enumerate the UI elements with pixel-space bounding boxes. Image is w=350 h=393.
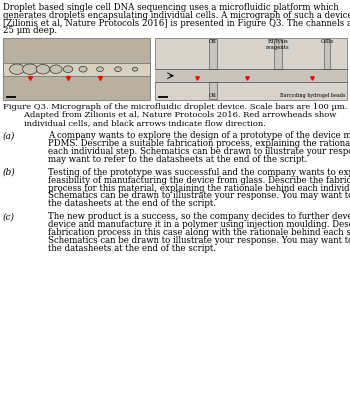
Ellipse shape bbox=[63, 66, 73, 73]
Text: each individual step. Schematics can be drawn to illustrate your response. You: each individual step. Schematics can be … bbox=[48, 147, 350, 156]
Bar bbox=[274, 39, 282, 69]
Ellipse shape bbox=[50, 65, 62, 73]
Bar bbox=[155, 69, 347, 82]
Bar bbox=[209, 82, 217, 99]
Text: the datasheets at the end of the script.: the datasheets at the end of the script. bbox=[48, 199, 216, 208]
Ellipse shape bbox=[132, 67, 138, 71]
Text: RT/lysis
reagents: RT/lysis reagents bbox=[266, 39, 290, 50]
Text: Barcoding hydrogel beads: Barcoding hydrogel beads bbox=[280, 93, 345, 98]
Ellipse shape bbox=[115, 67, 121, 72]
Text: fabrication process in this case along with the rationale behind each step.: fabrication process in this case along w… bbox=[48, 228, 350, 237]
Text: (a): (a) bbox=[3, 131, 15, 140]
Text: 25 μm deep.: 25 μm deep. bbox=[3, 26, 57, 35]
Text: generates droplets encapsulating individual cells. A micrograph of such a device: generates droplets encapsulating individ… bbox=[3, 11, 350, 20]
Text: Schematics can be drawn to illustrate your response. You may want to refer to: Schematics can be drawn to illustrate yo… bbox=[48, 236, 350, 245]
Bar bbox=[3, 63, 150, 76]
Text: device and manufacture it in a polymer using injection moulding. Describe the: device and manufacture it in a polymer u… bbox=[48, 220, 350, 229]
Bar bbox=[209, 39, 217, 69]
Text: Oil: Oil bbox=[209, 93, 217, 98]
Text: the datasheets at the end of the script.: the datasheets at the end of the script. bbox=[48, 244, 216, 253]
Text: [Zilionis et al, Nature Protocols 2016] is presented in Figure Q3. The channels : [Zilionis et al, Nature Protocols 2016] … bbox=[3, 18, 350, 28]
Ellipse shape bbox=[9, 64, 25, 74]
Text: Schematics can be drawn to illustrate your response. You may want to refer to: Schematics can be drawn to illustrate yo… bbox=[48, 191, 350, 200]
Bar bbox=[324, 39, 330, 69]
Text: (c): (c) bbox=[3, 212, 15, 221]
Text: individual cells, and black arrows indicate flow direction.: individual cells, and black arrows indic… bbox=[3, 119, 266, 127]
Text: Oil: Oil bbox=[209, 39, 217, 44]
Text: Cells: Cells bbox=[320, 39, 334, 44]
Text: may want to refer to the datasheets at the end of the script.: may want to refer to the datasheets at t… bbox=[48, 155, 308, 163]
Text: Adapted from Zilionis et al, Nature Protocols 2016. Red arrowheads show: Adapted from Zilionis et al, Nature Prot… bbox=[3, 111, 336, 119]
Ellipse shape bbox=[36, 64, 50, 74]
Text: Droplet based single cell DNA sequencing uses a microfluidic platform which: Droplet based single cell DNA sequencing… bbox=[3, 3, 339, 12]
Bar bbox=[155, 38, 347, 100]
Text: Testing of the prototype was successful and the company wants to explore the: Testing of the prototype was successful … bbox=[48, 168, 350, 177]
Ellipse shape bbox=[22, 64, 37, 74]
Text: feasibility of manufacturing the device from glass. Describe the fabrication: feasibility of manufacturing the device … bbox=[48, 176, 350, 185]
Text: Figure Q3. Micrograph of the microfluidic droplet device. Scale bars are 100 µm.: Figure Q3. Micrograph of the microfluidi… bbox=[3, 103, 347, 111]
Text: PDMS. Describe a suitable fabrication process, explaining the rationale behind: PDMS. Describe a suitable fabrication pr… bbox=[48, 139, 350, 148]
Bar bbox=[3, 38, 150, 100]
Text: process for this material, explaining the rationale behind each individual step.: process for this material, explaining th… bbox=[48, 184, 350, 193]
Text: A company wants to explore the design of a prototype of the device made from: A company wants to explore the design of… bbox=[48, 131, 350, 140]
Text: (b): (b) bbox=[3, 168, 16, 177]
Ellipse shape bbox=[79, 66, 87, 72]
Ellipse shape bbox=[97, 67, 103, 72]
Text: The new product is a success, so the company decides to further develop the: The new product is a success, so the com… bbox=[48, 212, 350, 221]
